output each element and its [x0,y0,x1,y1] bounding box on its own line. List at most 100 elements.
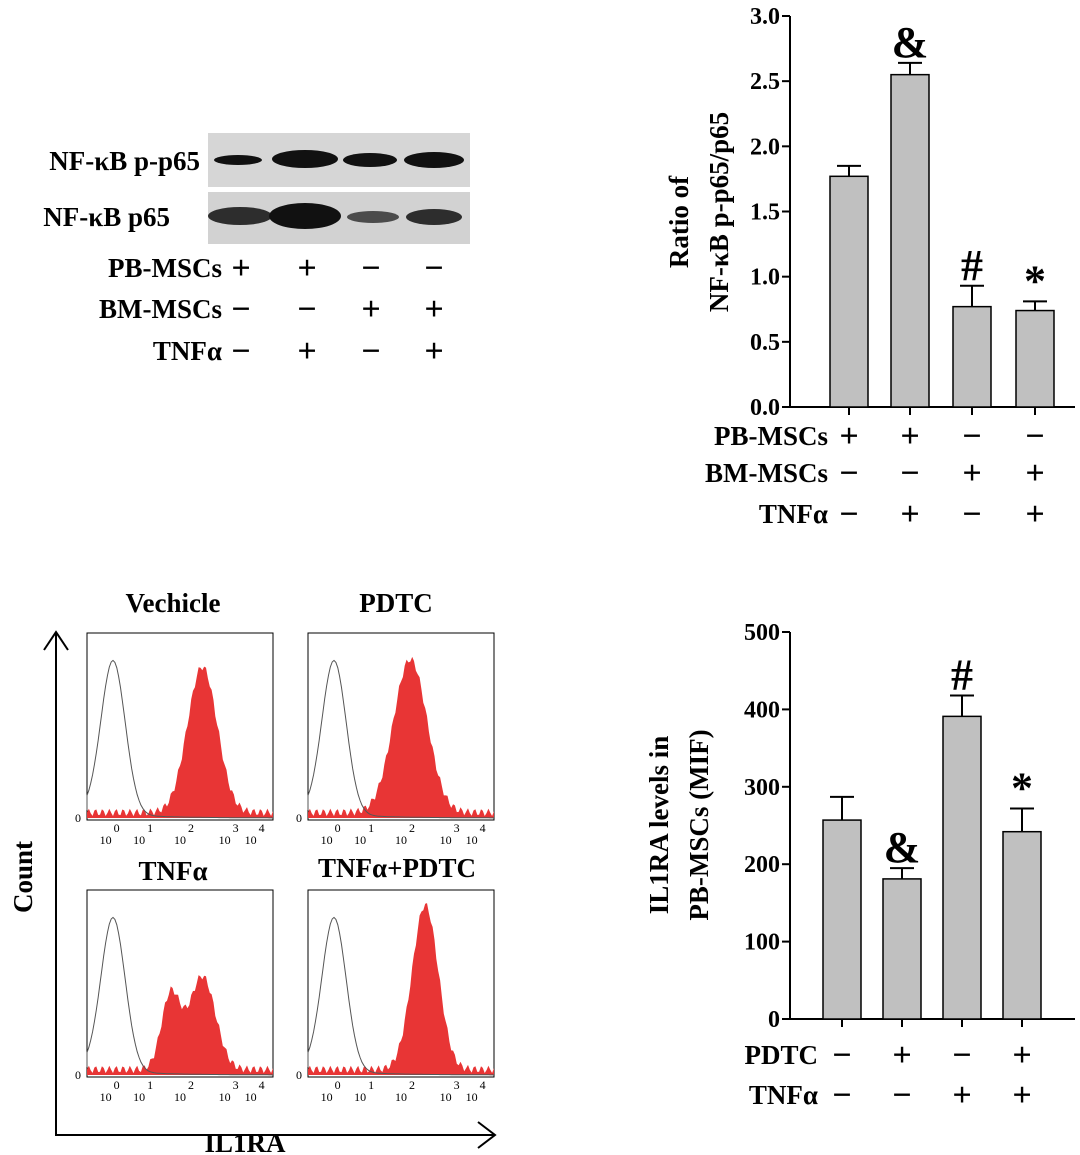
bar [822,819,862,1020]
y-tick-label: 2.5 [750,69,780,95]
error-bar [950,694,974,717]
y-tick-label: 500 [744,620,780,646]
western-blot: NF-κB p-p65 NF-κB p65 PB-MSCs + + − −BM-MSCs… [43,133,470,370]
chart1-ylabel-line1: Ratio of [664,175,694,268]
chart2-ylabel-line1: IL1RA levels in [644,736,674,915]
x-tick-exponent: 4 [480,1078,486,1092]
bar [942,715,982,1020]
condition-label: TNFα [153,336,222,366]
x-tick-base: 10 [100,1090,112,1104]
isotype-histogram [86,659,273,819]
x-tick-base: 10 [245,1090,257,1104]
zero-label: 0 [75,811,81,825]
minus-sign: − [424,250,443,287]
x-tick-exponent: 0 [335,1078,341,1092]
minus-sign: − [962,418,981,455]
condition-label: TNFα [759,499,828,529]
y-tick-label: 0.0 [750,395,780,421]
condition-label: PB-MSCs [714,421,828,451]
error-bar [1010,807,1034,832]
significance-marker: & [892,18,929,67]
minus-sign: − [231,291,250,328]
plus-sign: + [839,418,858,455]
plus-sign: + [1025,496,1044,533]
flow-panel-title: Vechicle [126,588,221,618]
minus-sign: − [231,333,250,370]
plus-sign: + [424,333,443,370]
y-tick-label: 1.0 [750,265,780,291]
y-tick-label: 0 [768,1007,780,1033]
zero-label: 0 [296,811,302,825]
minus-sign: − [1025,418,1044,455]
y-tick-label: 100 [744,930,780,956]
minus-sign: − [900,455,919,492]
flow-panel-title: PDTC [359,588,433,618]
x-tick-base: 10 [395,1090,407,1104]
plus-sign: + [962,455,981,492]
il1ra-bar-chart: IL1RA levels in PB-MSCs (MIF) 0 100 200 300… [644,620,1075,1114]
plus-sign: + [361,291,380,328]
condition-label: TNFα [749,1080,818,1110]
y-tick-label: 3.0 [750,4,780,30]
error-bar [960,284,984,307]
y-tick-label: 2.0 [750,134,780,160]
x-tick-base: 10 [354,833,366,847]
x-tick-base: 10 [100,833,112,847]
x-tick-base: 10 [354,1090,366,1104]
minus-sign: − [839,496,858,533]
significance-marker: * [1024,256,1046,305]
error-bar [1023,300,1047,311]
plus-sign: + [231,250,250,287]
flow-cytometry-histograms: Count IL1RA Vechicle PDTC TNFα TNFα+PDTC… [8,588,497,1155]
y-tick-label: 200 [744,852,780,878]
minus-sign: − [361,333,380,370]
x-tick-exponent: 2 [188,821,194,835]
band [406,209,462,225]
plus-sign: + [424,291,443,328]
x-tick-exponent: 0 [114,821,120,835]
x-tick-base: 10 [174,833,186,847]
bar [952,305,992,408]
chart1-ylabel-line2: NF-κB p-p65/p65 [704,112,734,312]
histogram-frame [307,632,495,821]
plus-sign: + [297,250,316,287]
y-tick-label: 400 [744,697,780,723]
x-tick-base: 10 [440,1090,452,1104]
plus-sign: + [900,496,919,533]
x-tick-base: 10 [174,1090,186,1104]
blot-conditions: PB-MSCs + + − −BM-MSCs − − + +TNFα − + − + [99,250,444,370]
zero-label: 0 [75,1068,81,1082]
band [214,155,262,165]
x-tick-exponent: 2 [188,1078,194,1092]
x-tick-base: 10 [321,1090,333,1104]
minus-sign: − [962,496,981,533]
y-tick-label: 300 [744,775,780,801]
positive-histogram [87,975,273,1075]
x-tick-exponent: 2 [409,821,415,835]
error-bar [898,61,922,75]
bar [882,878,922,1020]
histogram-frame [86,889,274,1078]
minus-sign: − [832,1077,851,1114]
positive-histogram [308,656,494,818]
y-tick-label: 1.5 [750,200,780,226]
isotype-histogram [307,659,494,819]
plus-sign: + [297,333,316,370]
positive-histogram [308,903,494,1075]
x-tick-exponent: 4 [259,821,265,835]
band [269,203,341,229]
x-tick-exponent: 4 [259,1078,265,1092]
x-tick-exponent: 4 [480,821,486,835]
x-tick-base: 10 [245,833,257,847]
significance-marker: # [951,650,973,699]
plus-sign: + [900,418,919,455]
plus-sign: + [1012,1037,1031,1074]
plus-sign: + [1012,1077,1031,1114]
band [343,153,397,167]
x-tick-exponent: 3 [454,1078,460,1092]
x-tick-exponent: 2 [409,1078,415,1092]
x-tick-exponent: 0 [335,821,341,835]
x-tick-exponent: 0 [114,1078,120,1092]
x-tick-exponent: 1 [147,1078,153,1092]
